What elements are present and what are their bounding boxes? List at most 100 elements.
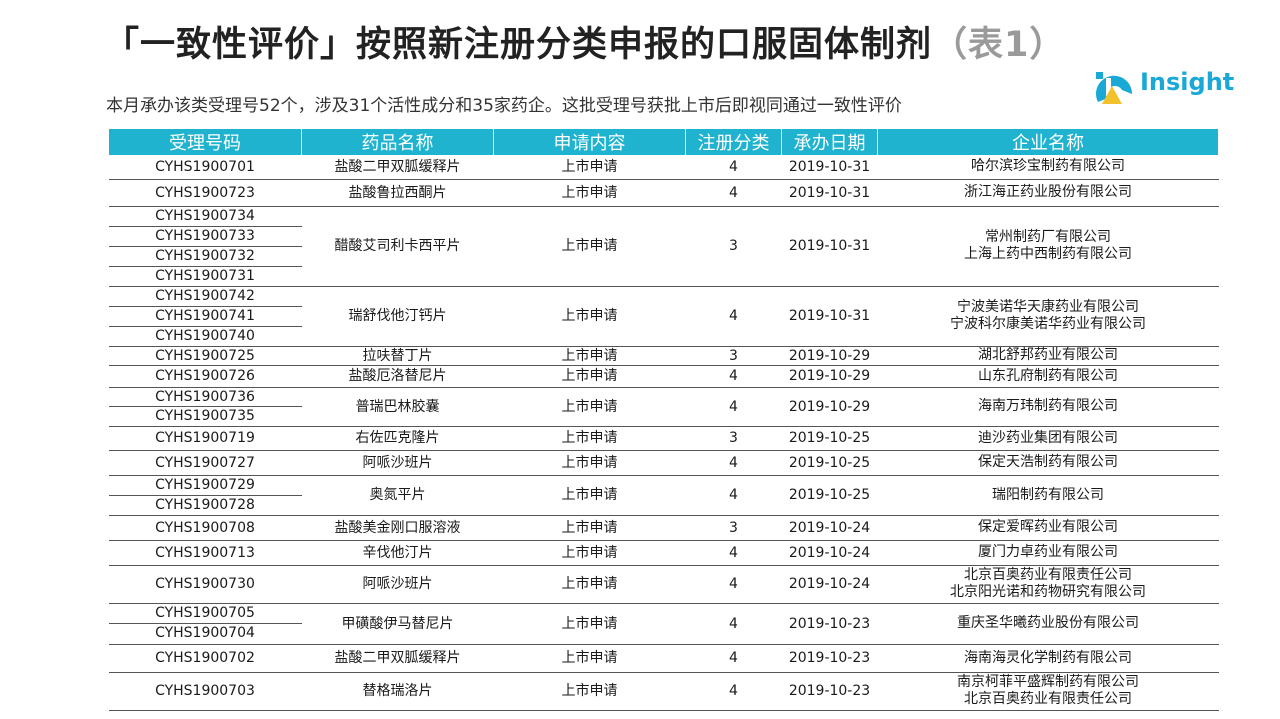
cell-companies: 海南万玮制药有限公司: [877, 387, 1219, 427]
cell-class: 4: [685, 540, 782, 566]
table-row: CYHS1900708 盐酸美金刚口服溶液 上市申请 3 2019-10-24 保定爱晖药…: [108, 515, 1219, 541]
company-name: 北京百奥药业有限责任公司: [964, 691, 1132, 707]
cell-ids: CYHS1900703: [108, 672, 302, 711]
table-row: CYHS1900734 CYHS1900733 CYHS1900732 CYHS190…: [108, 206, 1219, 287]
cell-ids: CYHS1900702: [108, 644, 302, 673]
cell-companies: 常州制药厂有限公司 上海上药中西制药有限公司: [877, 206, 1219, 287]
cell-companies: 厦门力卓药业有限公司: [877, 540, 1219, 566]
table-row: CYHS1900736 CYHS1900735 普瑞巴林胶囊 上市申请 4 2019-10…: [108, 387, 1219, 427]
cell-companies: 浙江海正药业股份有限公司: [877, 179, 1219, 207]
cell-drug-name: 替格瑞洛片: [301, 672, 494, 711]
cell-class: 3: [685, 426, 782, 451]
cell-date: 2019-10-24: [781, 540, 878, 566]
cell-date: 2019-10-31: [781, 206, 878, 287]
cell-drug-name: 拉呋替丁片: [301, 346, 494, 366]
col-header-id: 受理号码: [108, 129, 302, 155]
table-body: CYHS1900701 盐酸二甲双胍缓释片 上市申请 4 2019-10-31 哈尔滨珍宝…: [108, 155, 1219, 711]
cell-companies: 保定爱晖药业有限公司: [877, 515, 1219, 541]
cell-application: 上市申请: [493, 286, 686, 347]
cell-application: 上市申请: [493, 426, 686, 451]
acceptance-number: CYHS1900704: [155, 625, 255, 641]
cell-date: 2019-10-23: [781, 644, 878, 673]
col-header-application: 申请内容: [493, 129, 686, 155]
cell-ids: CYHS1900742 CYHS1900741 CYHS1900740: [108, 286, 302, 347]
cell-application: 上市申请: [493, 387, 686, 427]
table-row: CYHS1900742 CYHS1900741 CYHS1900740 瑞舒伐他汀钙片…: [108, 286, 1219, 347]
cell-ids: CYHS1900729 CYHS1900728: [108, 475, 302, 516]
cell-class: 4: [685, 365, 782, 388]
cell-class: 3: [685, 346, 782, 366]
cell-class: 4: [685, 475, 782, 516]
cell-companies: 北京百奥药业有限责任公司 北京阳光诺和药物研究有限公司: [877, 565, 1219, 604]
cell-ids: CYHS1900708: [108, 515, 302, 541]
cell-drug-name: 瑞舒伐他汀钙片: [301, 286, 494, 347]
col-header-date: 承办日期: [781, 129, 878, 155]
table-header-row: 受理号码 药品名称 申请内容 注册分类 承办日期 企业名称: [108, 129, 1219, 155]
cell-ids: CYHS1900725: [108, 346, 302, 366]
insight-logo-icon: [1096, 72, 1133, 104]
cell-ids: CYHS1900736 CYHS1900735: [108, 387, 302, 427]
table-row: CYHS1900725 拉呋替丁片 上市申请 3 2019-10-29 湖北舒邦药业有限公…: [108, 346, 1219, 366]
insight-logo-text: Insight: [1140, 68, 1235, 96]
cell-drug-name: 盐酸厄洛替尼片: [301, 365, 494, 388]
cell-companies: 迪沙药业集团有限公司: [877, 426, 1219, 451]
cell-class: 3: [685, 206, 782, 287]
cell-drug-name: 盐酸美金刚口服溶液: [301, 515, 494, 541]
cell-class: 3: [685, 515, 782, 541]
cell-class: 4: [685, 644, 782, 673]
cell-class: 4: [685, 603, 782, 645]
cell-date: 2019-10-23: [781, 603, 878, 645]
table-row: CYHS1900705 CYHS1900704 甲磺酸伊马替尼片 上市申请 4 2019-…: [108, 603, 1219, 645]
cell-application: 上市申请: [493, 346, 686, 366]
insight-logo: Insight: [1092, 64, 1262, 108]
acceptance-number: CYHS1900731: [155, 267, 255, 284]
cell-date: 2019-10-31: [781, 286, 878, 347]
cell-date: 2019-10-29: [781, 365, 878, 388]
cell-class: 4: [685, 286, 782, 347]
acceptance-number: CYHS1900740: [155, 327, 255, 344]
cell-application: 上市申请: [493, 365, 686, 388]
cell-ids: CYHS1900713: [108, 540, 302, 566]
cell-drug-name: 右佐匹克隆片: [301, 426, 494, 451]
cell-application: 上市申请: [493, 644, 686, 673]
company-name: 重庆圣华曦药业股份有限公司: [957, 615, 1139, 631]
cell-drug-name: 辛伐他汀片: [301, 540, 494, 566]
cell-class: 4: [685, 565, 782, 604]
page-title-suffix: （表1）: [932, 25, 1066, 65]
cell-application: 上市申请: [493, 475, 686, 516]
company-name: 南京柯菲平盛辉制药有限公司: [957, 674, 1139, 690]
cell-drug-name: 普瑞巴林胶囊: [301, 387, 494, 427]
company-name: 保定爱晖药业有限公司: [978, 519, 1118, 535]
cell-drug-name: 盐酸二甲双胍缓释片: [301, 644, 494, 673]
table-row: CYHS1900729 CYHS1900728 奥氮平片 上市申请 4 2019-10-2…: [108, 475, 1219, 516]
acceptance-number: CYHS1900735: [155, 408, 255, 424]
company-name: 哈尔滨珍宝制药有限公司: [971, 158, 1125, 175]
cell-ids: CYHS1900723: [108, 179, 302, 207]
cell-date: 2019-10-25: [781, 426, 878, 451]
cell-application: 上市申请: [493, 515, 686, 541]
cell-date: 2019-10-25: [781, 450, 878, 476]
company-name: 宁波科尔康美诺华药业有限公司: [950, 316, 1146, 332]
table-row: CYHS1900703 替格瑞洛片 上市申请 4 2019-10-23 南京柯菲平盛辉制药…: [108, 672, 1219, 711]
cell-drug-name: 阿哌沙班片: [301, 450, 494, 476]
company-name: 厦门力卓药业有限公司: [978, 544, 1118, 560]
cell-ids: CYHS1900719: [108, 426, 302, 451]
cell-application: 上市申请: [493, 603, 686, 645]
company-name: 宁波美诺华天康药业有限公司: [957, 299, 1139, 315]
acceptance-number: CYHS1900705: [108, 604, 302, 624]
company-name: 海南海灵化学制药有限公司: [964, 649, 1132, 666]
cell-date: 2019-10-29: [781, 346, 878, 366]
cell-date: 2019-10-24: [781, 565, 878, 604]
page-title: 「一致性评价」按照新注册分类申报的口服固体制剂（表1）: [104, 16, 1065, 67]
company-name: 瑞阳制药有限公司: [992, 486, 1104, 503]
cell-drug-name: 醋酸艾司利卡西平片: [301, 206, 494, 287]
acceptance-number: CYHS1900734: [108, 207, 302, 227]
cell-companies: 海南海灵化学制药有限公司: [877, 644, 1219, 673]
company-name: 北京阳光诺和药物研究有限公司: [950, 584, 1146, 600]
cell-application: 上市申请: [493, 672, 686, 711]
cell-class: 4: [685, 387, 782, 427]
cell-application: 上市申请: [493, 450, 686, 476]
acceptance-number: CYHS1900733: [108, 227, 302, 247]
cell-date: 2019-10-31: [781, 179, 878, 207]
company-name: 浙江海正药业股份有限公司: [964, 184, 1132, 200]
